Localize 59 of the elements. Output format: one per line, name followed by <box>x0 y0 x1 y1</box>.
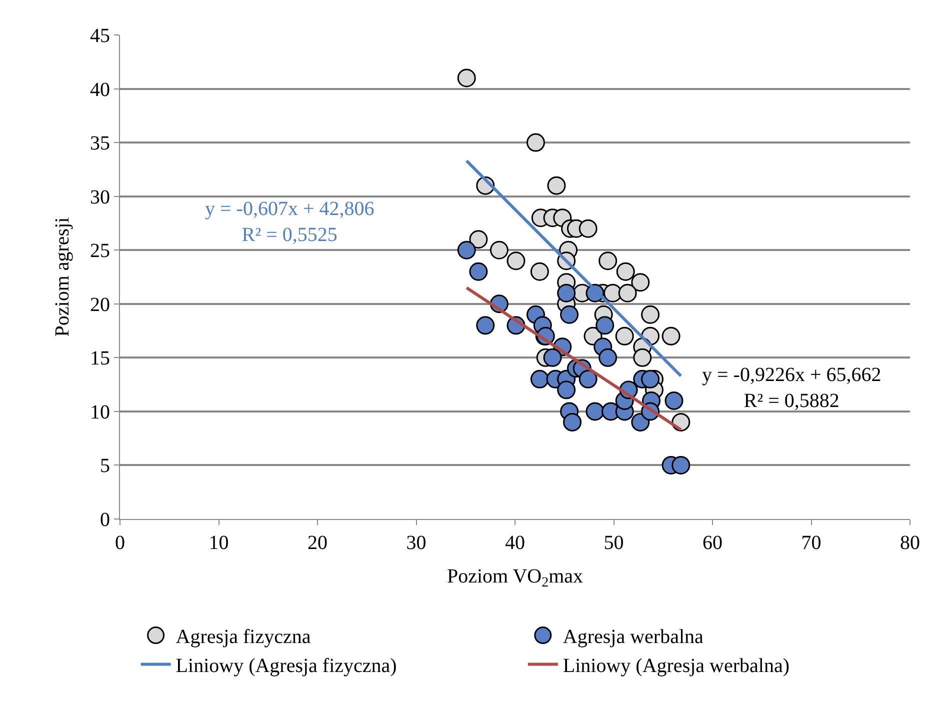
point <box>557 284 576 302</box>
x-tick-label: 30 <box>406 532 426 554</box>
point <box>598 348 618 367</box>
point <box>457 240 476 260</box>
point <box>469 230 488 249</box>
y-tick-label: 45 <box>90 25 110 47</box>
point <box>586 402 604 421</box>
point <box>457 68 476 88</box>
point <box>530 370 549 388</box>
x-tick-label: 20 <box>308 532 328 554</box>
x-tick-label: 80 <box>900 532 920 554</box>
point <box>530 262 549 281</box>
y-axis-title: Poziom agresji <box>52 216 74 337</box>
y-tick-label: 0 <box>100 509 110 531</box>
point <box>618 284 637 302</box>
point <box>598 252 618 270</box>
point <box>662 326 680 346</box>
point <box>476 316 495 335</box>
point <box>563 412 582 432</box>
point <box>578 370 598 388</box>
annotation: y = -0,607x + 42,806 R² = 0,5525 <box>205 198 374 246</box>
point <box>560 305 579 324</box>
x-tick-label: 70 <box>801 532 822 554</box>
point <box>506 252 526 270</box>
legend-label: Liniowy (Agresja werbalna) <box>562 655 790 678</box>
point <box>526 133 545 152</box>
x-tick-label: 0 <box>115 532 125 554</box>
point <box>578 219 598 238</box>
y-tick-label: 35 <box>90 132 110 155</box>
x-axis-title: Poziom VO$_{2}$max <box>446 566 584 591</box>
point <box>616 262 635 281</box>
point <box>664 391 684 410</box>
x-tick-label: 40 <box>505 532 525 554</box>
point <box>641 305 660 324</box>
y-tick-label: 10 <box>90 401 110 424</box>
point <box>490 240 508 260</box>
legend-label: Liniowy (Agresja fizyczna) <box>176 655 397 678</box>
point <box>596 316 614 335</box>
x-tick-label: 10 <box>208 532 229 554</box>
x-tick-label: 60 <box>702 532 722 554</box>
point <box>547 176 566 195</box>
y-tick-label: 25 <box>90 240 110 262</box>
point <box>641 370 660 388</box>
point <box>469 262 488 281</box>
y-tick-label: 15 <box>90 348 110 370</box>
legend-label: Agresja fizyczna <box>176 626 311 648</box>
point <box>615 326 634 346</box>
y-tick-label: 20 <box>90 294 110 316</box>
point <box>631 273 650 292</box>
point <box>633 348 652 367</box>
y-tick-label: 40 <box>90 78 110 101</box>
y-tick-label: 5 <box>100 455 110 478</box>
legend-label: Agresja werbalna <box>562 626 704 648</box>
annotation: y = -0,9226x + 65,662 R² = 0,5882 <box>702 364 882 412</box>
point <box>672 456 690 474</box>
y-tick-label: 30 <box>90 186 110 208</box>
x-tick-label: 50 <box>604 532 624 554</box>
point <box>543 348 562 367</box>
point <box>557 380 576 400</box>
